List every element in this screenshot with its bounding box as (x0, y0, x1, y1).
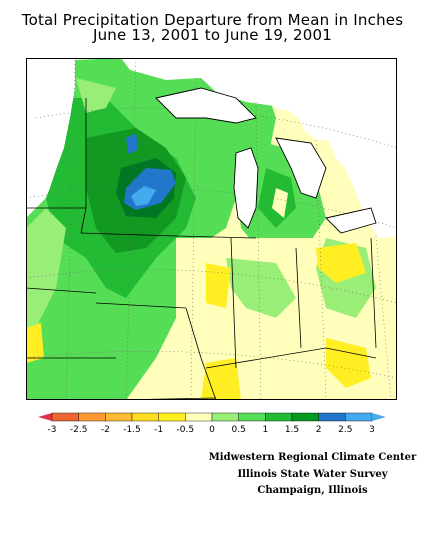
illinois-green (226, 258, 296, 318)
blue-cell-west (126, 133, 138, 154)
credit-location: Champaign, Illinois (257, 485, 368, 496)
ohio-yellow (316, 243, 366, 283)
state-borders (26, 98, 377, 400)
lake-michigan (233, 147, 259, 229)
legend-swatch (238, 412, 266, 422)
legend-swatch (318, 412, 346, 422)
legend-tick-label: 0 (209, 425, 215, 435)
legend-tick-label: 2 (316, 425, 322, 435)
legend-tick-label: -0.5 (177, 425, 195, 435)
legend-tick-label: 2.5 (338, 425, 352, 435)
legend-tick-label: -1.5 (123, 425, 141, 435)
border-ky (205, 347, 377, 369)
lake-superior (155, 87, 257, 124)
legend-swatch (185, 412, 213, 422)
michigan-dry (272, 188, 288, 218)
legend-swatch (265, 412, 293, 422)
border-mo-east (185, 307, 217, 400)
map-fill-layer (26, 58, 397, 400)
legend-tick-label: 3 (369, 425, 375, 435)
southeast-yellow (201, 358, 241, 400)
legend-tick-label: 0.5 (232, 425, 246, 435)
border-iowa-south (95, 302, 187, 309)
great-lakes (155, 87, 377, 234)
credit-isws: Illinois State Water Survey (237, 469, 388, 480)
legend-tick-label: -3 (48, 425, 57, 435)
legend-swatch (158, 412, 186, 422)
southwest-green (26, 338, 106, 400)
map-frame (26, 58, 397, 400)
border-oh-pa (370, 237, 377, 349)
border-in-oh (295, 247, 302, 349)
legend-arrow-high (372, 413, 386, 421)
border-il-in (230, 237, 237, 369)
credit-mrcc: Midwestern Regional Climate Center (208, 452, 417, 463)
wet-fringe-west (26, 208, 66, 338)
lake-erie (325, 207, 377, 234)
legend-swatch (131, 412, 159, 422)
precipitation-map (26, 58, 397, 400)
lightblue-cell (131, 186, 156, 206)
border-sd-ne (26, 287, 97, 294)
map-date-range: June 13, 2001 to June 19, 2001 (92, 26, 333, 44)
legend-tick-label: 1.5 (285, 425, 299, 435)
border-mn-west (80, 98, 87, 234)
legend-swatch (78, 412, 106, 422)
color-legend: -3 -2.5 -2 -1.5 -1 -0.5 0 0.5 1 1.5 2 2.5 3 (38, 412, 386, 435)
legend-tick-label: -1 (154, 425, 163, 435)
lake-huron (275, 137, 327, 199)
border-iowa-north (80, 232, 177, 237)
graticule (26, 58, 397, 400)
legend-tick-label: -2.5 (70, 425, 88, 435)
border-wi-il (175, 235, 257, 239)
legend-swatch (291, 412, 319, 422)
southwest-yellow (26, 323, 44, 363)
indiana-yellow (206, 263, 231, 308)
legend-swatch (211, 412, 239, 422)
map-title: Total Precipitation Departure from Mean … (21, 11, 404, 29)
legend-tick-label: 1 (262, 425, 268, 435)
legend-swatch (345, 412, 373, 422)
legend-swatch (51, 412, 79, 422)
legend-arrow-low (38, 413, 52, 421)
legend-tick-label: -2 (101, 425, 110, 435)
legend-swatch (105, 412, 133, 422)
